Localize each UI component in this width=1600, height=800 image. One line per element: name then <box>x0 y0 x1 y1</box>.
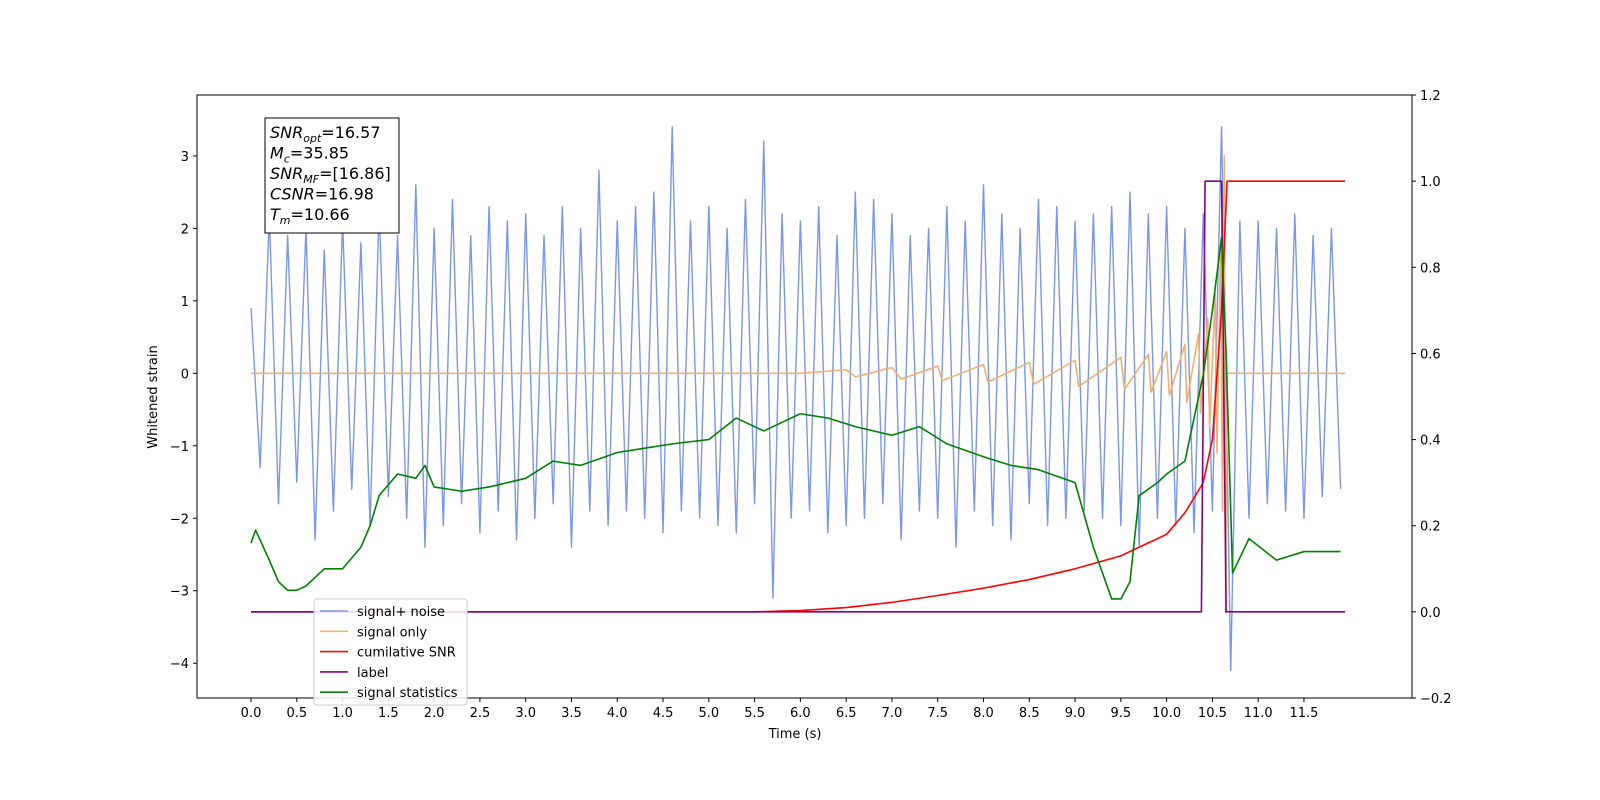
x-tick-label: 3.5 <box>561 706 582 721</box>
annotation-symbol: T <box>270 205 281 224</box>
legend-box <box>313 598 468 706</box>
annotation-line: SNRMF=[16.86] <box>270 164 391 186</box>
annotation-subscript: c <box>284 153 290 166</box>
y2-tick-label: 0.4 <box>1420 434 1441 449</box>
x-tick-label: 7.5 <box>927 706 948 721</box>
series-line <box>251 180 1346 613</box>
y2-tick-label: 0.6 <box>1420 347 1441 362</box>
annotation-line: CSNR=16.98 <box>270 185 374 204</box>
annotation-symbol: SNR <box>270 123 303 142</box>
x-tick-label: 2.5 <box>470 706 491 721</box>
series-line <box>251 180 1346 613</box>
x-tick-label: 5.0 <box>698 706 719 721</box>
x-tick-label: 7.0 <box>882 706 903 721</box>
legend-label: signal statistics <box>357 686 458 701</box>
annotation-subscript: MF <box>303 173 319 186</box>
x-tick-label: 10.5 <box>1198 706 1227 721</box>
y2-tick-label: 0.2 <box>1420 520 1441 535</box>
x-tick-label: 1.0 <box>332 706 353 721</box>
x-tick-label: 2.0 <box>424 706 445 721</box>
annotation-line: Tm=10.66 <box>270 205 350 227</box>
x-tick-label: 11.0 <box>1244 706 1273 721</box>
x-tick-label: 4.0 <box>607 706 628 721</box>
axes-frame <box>196 94 1413 699</box>
y2-tick-label: 0.0 <box>1420 606 1441 621</box>
plot-area <box>250 126 1346 672</box>
annotation-line: SNRopt=16.57 <box>270 123 381 145</box>
x-tick-label: 6.5 <box>836 706 857 721</box>
x-tick-label: 4.5 <box>653 706 674 721</box>
y-tick-label: −2 <box>170 512 189 527</box>
annotation-symbol: CSNR <box>270 185 315 204</box>
x-tick-label: 9.5 <box>1110 706 1131 721</box>
series-line <box>250 126 1342 672</box>
annotation-symbol: M <box>270 144 284 163</box>
y-tick-label: 2 <box>181 222 189 237</box>
annotation-value: =16.98 <box>315 185 374 204</box>
annotation-line: Mc=35.85 <box>270 144 349 166</box>
x-tick-label: 11.5 <box>1289 706 1318 721</box>
series-line <box>250 236 1341 600</box>
y2-tick-label: 0.8 <box>1420 261 1441 276</box>
legend-label: label <box>357 666 388 681</box>
legend-label: cumilative SNR <box>357 646 456 661</box>
y-tick-label: −4 <box>170 657 189 672</box>
y2-tick-label: 1.0 <box>1420 175 1441 190</box>
x-tick-label: 5.5 <box>744 706 765 721</box>
y-tick-label: 1 <box>181 295 189 310</box>
y-tick-label: 3 <box>181 150 189 165</box>
x-tick-label: 1.5 <box>378 706 399 721</box>
annotation-subscript: opt <box>303 132 322 145</box>
x-tick-label: 6.0 <box>790 706 811 721</box>
x-tick-label: 8.0 <box>973 706 994 721</box>
y2-tick-label: −0.2 <box>1420 692 1452 707</box>
x-tick-label: 8.5 <box>1019 706 1040 721</box>
y-tick-label: −1 <box>170 440 189 455</box>
annotation-value: =10.66 <box>291 205 350 224</box>
legend-label: signal only <box>357 625 427 640</box>
x-tick-label: 0.5 <box>286 706 307 721</box>
annotation-value: =[16.86] <box>319 164 391 183</box>
x-tick-label: 0.0 <box>241 706 262 721</box>
annotation-symbol: SNR <box>270 164 303 183</box>
y-axis-label: Whitened strain <box>146 345 161 448</box>
annotation-subscript: m <box>280 214 291 227</box>
annotation-value: =16.57 <box>321 123 380 142</box>
annotation-box <box>264 117 400 234</box>
y-tick-label: −3 <box>170 585 189 600</box>
x-tick-label: 3.0 <box>515 706 536 721</box>
y2-tick-label: 1.2 <box>1420 89 1441 104</box>
annotation-value: =35.85 <box>290 144 349 163</box>
x-axis-label: Time (s) <box>768 727 822 742</box>
x-tick-label: 9.0 <box>1065 706 1086 721</box>
legend-label: signal+ noise <box>357 605 445 620</box>
y-tick-label: 0 <box>181 367 189 382</box>
x-tick-label: 10.0 <box>1152 706 1181 721</box>
